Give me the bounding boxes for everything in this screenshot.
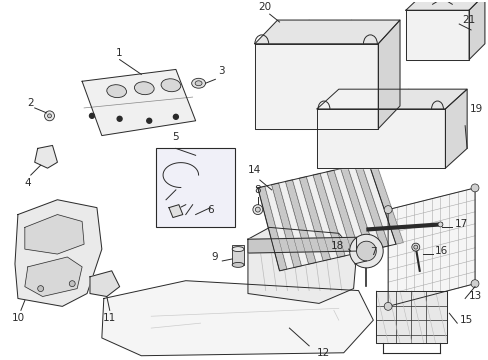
Polygon shape [15, 200, 102, 306]
Circle shape [69, 281, 75, 287]
Polygon shape [247, 228, 356, 303]
Polygon shape [25, 257, 82, 297]
Circle shape [89, 113, 94, 118]
Ellipse shape [106, 85, 126, 98]
Text: 18: 18 [330, 241, 343, 251]
Text: 2: 2 [27, 98, 34, 108]
Ellipse shape [134, 82, 154, 95]
Polygon shape [405, 10, 468, 59]
Circle shape [384, 302, 391, 310]
Bar [156, 148, 235, 228]
Text: 12: 12 [316, 348, 329, 358]
Ellipse shape [437, 222, 442, 227]
Polygon shape [25, 215, 84, 254]
Ellipse shape [232, 247, 244, 252]
Text: 5: 5 [172, 132, 179, 143]
Polygon shape [378, 20, 399, 129]
Polygon shape [169, 205, 183, 217]
Polygon shape [299, 177, 330, 261]
Text: 17: 17 [454, 220, 468, 229]
Polygon shape [257, 162, 395, 271]
Polygon shape [468, 0, 484, 59]
Text: 20: 20 [258, 2, 271, 12]
Circle shape [173, 114, 178, 119]
Circle shape [255, 207, 260, 212]
Polygon shape [354, 164, 388, 248]
Polygon shape [35, 145, 57, 168]
Ellipse shape [195, 81, 202, 86]
Polygon shape [340, 167, 373, 251]
Ellipse shape [413, 245, 417, 249]
Polygon shape [445, 89, 466, 168]
Ellipse shape [191, 78, 205, 88]
Text: 3: 3 [218, 66, 224, 76]
Text: 4: 4 [24, 178, 31, 188]
Text: 16: 16 [434, 246, 447, 256]
Circle shape [470, 280, 478, 288]
Polygon shape [316, 89, 466, 109]
Polygon shape [326, 170, 359, 254]
Text: 8: 8 [254, 185, 261, 195]
Polygon shape [90, 271, 120, 297]
Circle shape [349, 234, 383, 268]
Text: 11: 11 [103, 313, 116, 323]
Polygon shape [247, 237, 356, 253]
Ellipse shape [411, 243, 419, 251]
Text: 21: 21 [461, 15, 474, 25]
Circle shape [470, 184, 478, 192]
Polygon shape [254, 20, 399, 44]
Circle shape [44, 111, 54, 121]
Polygon shape [102, 281, 372, 356]
Circle shape [38, 285, 43, 292]
Ellipse shape [232, 262, 244, 267]
Polygon shape [312, 174, 345, 257]
Polygon shape [257, 186, 286, 271]
Text: 7: 7 [369, 247, 376, 257]
Polygon shape [376, 291, 447, 343]
Polygon shape [405, 0, 484, 10]
Circle shape [384, 206, 391, 213]
Circle shape [252, 205, 262, 215]
Polygon shape [271, 183, 301, 267]
Ellipse shape [161, 79, 181, 92]
Text: 10: 10 [11, 313, 24, 323]
Polygon shape [387, 188, 474, 306]
Polygon shape [285, 180, 315, 264]
Circle shape [146, 118, 151, 123]
Text: 15: 15 [459, 315, 472, 325]
Text: 19: 19 [469, 104, 482, 114]
Text: 14: 14 [248, 165, 261, 175]
Circle shape [356, 241, 376, 261]
Polygon shape [367, 161, 403, 244]
Text: 6: 6 [207, 204, 213, 215]
Polygon shape [82, 69, 195, 136]
Bar [232, 245, 244, 265]
Text: 1: 1 [116, 48, 122, 58]
Polygon shape [316, 109, 445, 168]
Text: 13: 13 [468, 292, 481, 301]
Text: 9: 9 [211, 252, 218, 262]
Circle shape [117, 116, 122, 121]
Polygon shape [254, 44, 378, 129]
Circle shape [47, 114, 51, 118]
